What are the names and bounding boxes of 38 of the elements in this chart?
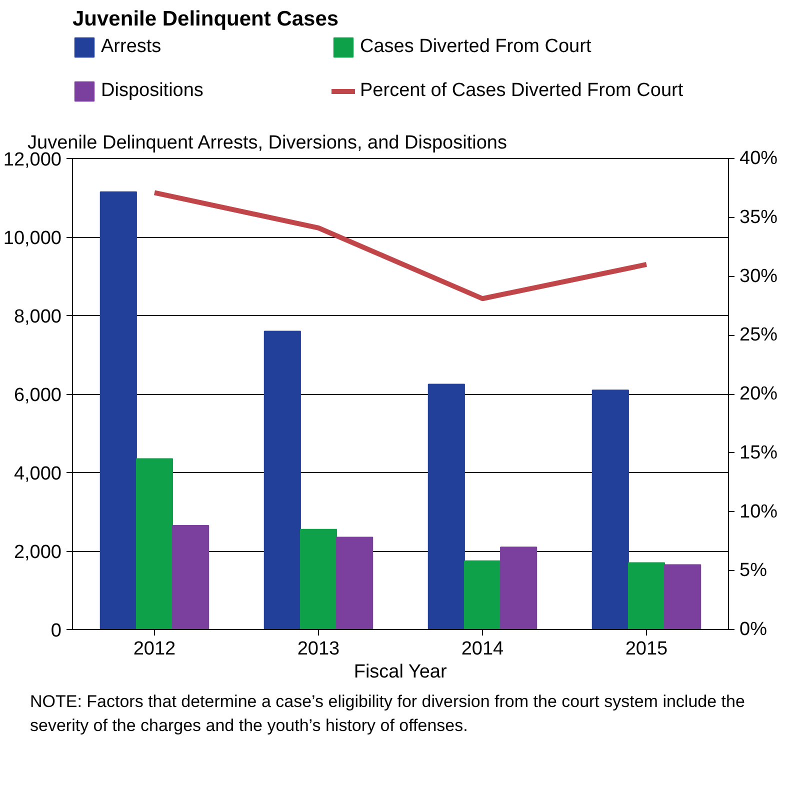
bar — [336, 536, 374, 630]
y2-tick-label: 30% — [740, 266, 778, 287]
bar — [172, 524, 210, 630]
y2-tick-label: 35% — [740, 206, 778, 228]
legend-label: Cases Diverted From Court — [360, 36, 592, 58]
y-tick-label: 4,000 — [14, 464, 62, 484]
y2-tick-label: 10% — [740, 501, 778, 522]
bar — [592, 390, 629, 630]
y-tick-label: 10,000 — [3, 228, 62, 249]
chart-title: Juvenile Delinquent Cases — [72, 8, 339, 30]
bar — [628, 562, 666, 630]
y2-tick-label: 15% — [740, 442, 778, 464]
x-tick-label: 2015 — [625, 638, 668, 660]
bar — [264, 330, 301, 630]
bar — [500, 546, 538, 630]
legend-label: Percent of Cases Diverted From Court — [360, 80, 684, 102]
y2-tick-label: 0% — [740, 619, 768, 640]
y-tick-label: 6,000 — [14, 385, 62, 406]
bar — [136, 458, 174, 630]
y-tick-label: 0 — [50, 620, 62, 642]
y2-tick-label: 25% — [740, 324, 778, 346]
bar — [300, 528, 338, 630]
x-tick-label: 2012 — [133, 638, 176, 660]
y2-tick-label: 5% — [740, 560, 768, 582]
y2-tick-label: 20% — [740, 384, 778, 404]
bar — [664, 564, 702, 630]
y-tick-label: 2,000 — [14, 542, 62, 563]
x-axis-title: Fiscal Year — [354, 662, 448, 682]
legend-label: Dispositions — [101, 80, 204, 102]
legend-label: Arrests — [101, 36, 162, 58]
bar — [464, 560, 502, 630]
bar — [100, 191, 137, 630]
x-tick-label: 2013 — [297, 638, 340, 660]
y2-tick-label: 40% — [740, 148, 778, 169]
x-tick-label: 2014 — [461, 638, 504, 660]
text: NOTE: Factors that determine a case’s eligibility for diversion from the court system include the severity of the charges and the youth’s history of offenses. — [30, 691, 746, 738]
y-tick-label: 8,000 — [14, 306, 62, 328]
bar — [428, 384, 465, 630]
